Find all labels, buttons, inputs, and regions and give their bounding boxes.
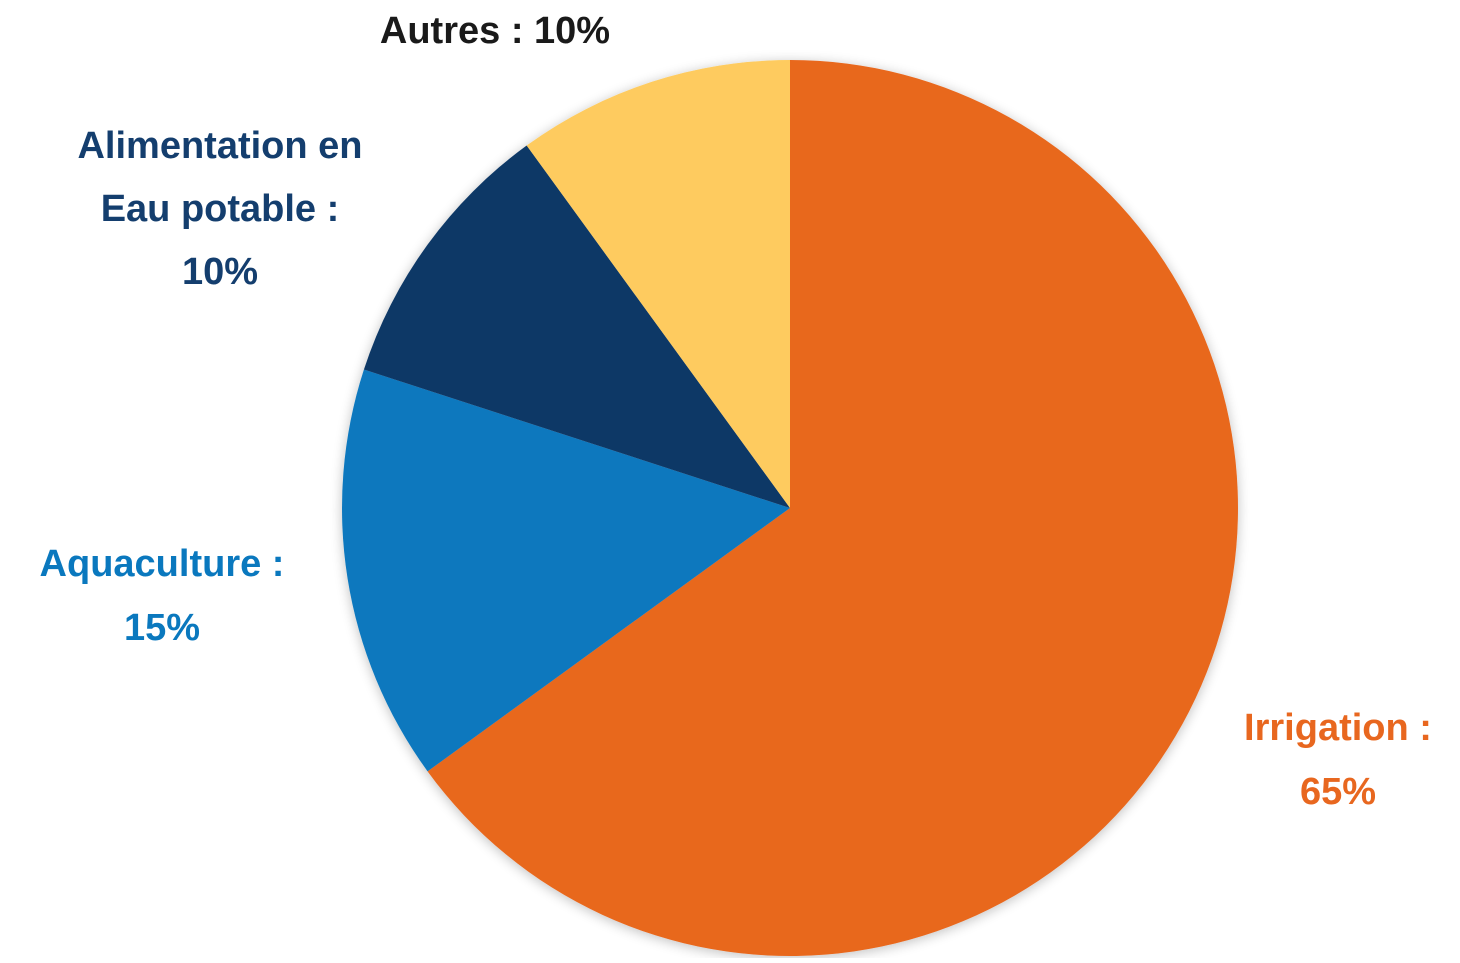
pie-label-line: Eau potable : [101,188,340,230]
pie-slices [342,60,1238,957]
pie-label-autres: Autres : 10% [380,10,610,52]
pie-label-line: 10% [182,251,258,293]
pie-label-line: Aquaculture : [40,543,285,585]
pie-label-line: 65% [1300,771,1376,813]
pie-slice-irrigation [427,60,1238,957]
pie-label-line: Autres : 10% [380,10,610,52]
pie-labels: Irrigation : 65% Aquaculture : 15% Alimentat… [40,10,1432,813]
pie-slice-autres [526,60,790,508]
pie-slice-alimentation-en-eau-potable [363,145,790,508]
pie-label-alimentation-en-eau-potable: Alimentation en Eau potable : 10% [77,125,362,293]
pie-label-aquaculture: Aquaculture : 15% [40,543,285,649]
pie-slice-aquaculture [342,369,790,772]
pie-label-line: 15% [124,607,200,649]
pie-label-line: Alimentation en [77,125,362,167]
pie-label-irrigation: Irrigation : 65% [1244,707,1432,813]
pie-label-line: Irrigation : [1244,707,1432,749]
